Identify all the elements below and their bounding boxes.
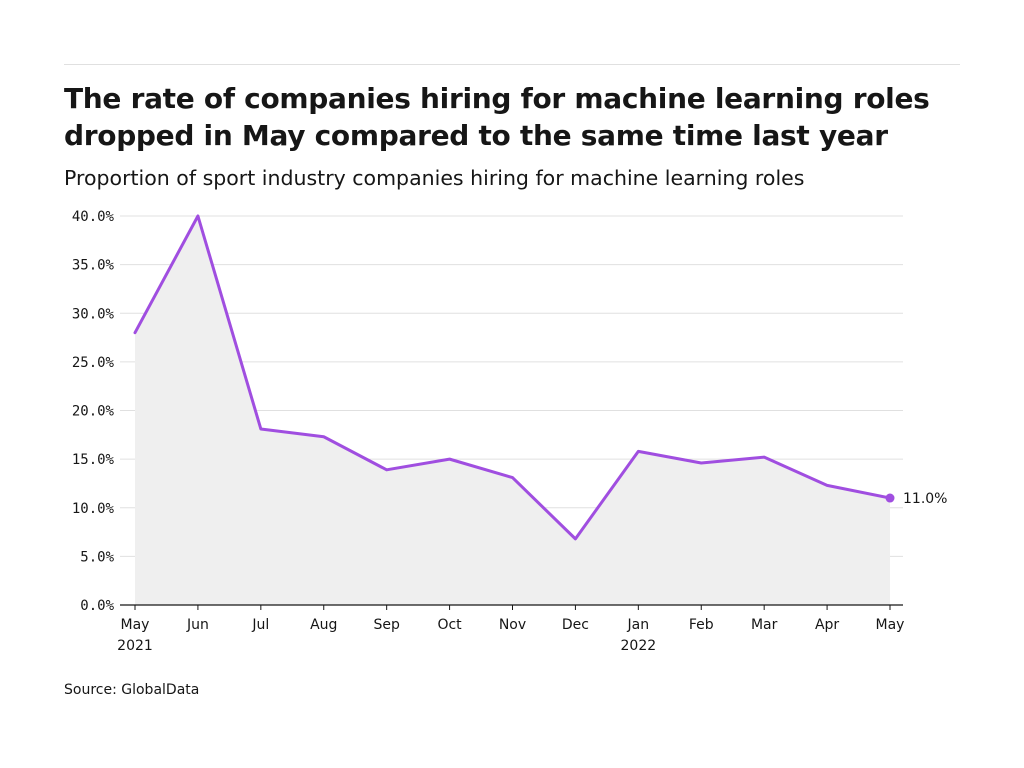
- y-tick-label: 30.0%: [72, 306, 115, 322]
- y-axis-ticks: 0.0% 5.0% 10.0% 15.0% 20.0% 25.0% 30.0% 35.0% 40…: [72, 209, 115, 614]
- y-tick-label: 40.0%: [72, 209, 115, 225]
- x-tick-label: Mar: [751, 617, 778, 633]
- x-tick-year-label: 2022: [621, 638, 657, 654]
- y-tick-label: 15.0%: [72, 452, 115, 468]
- x-tick-label: Jan: [627, 617, 650, 633]
- series-line-layer: [133, 214, 892, 541]
- x-tick-label: Nov: [499, 617, 526, 633]
- y-tick-label: 0.0%: [80, 598, 114, 614]
- x-tick-label: Apr: [815, 617, 839, 633]
- x-tick-label: Oct: [437, 617, 462, 633]
- y-tick-label: 25.0%: [72, 355, 115, 371]
- x-tick-label: Dec: [562, 617, 589, 633]
- x-tick-label: May: [121, 617, 150, 633]
- source-note: Source: GlobalData: [64, 682, 200, 698]
- x-tick-label: Jul: [251, 617, 269, 633]
- y-tick-label: 35.0%: [72, 258, 115, 274]
- top-rule: [64, 64, 960, 65]
- x-axis-ticks: May 2021 Jun Jul Aug Sep Oct Nov Dec Jan 2022 Feb Ma…: [117, 605, 904, 654]
- chart-title: The rate of companies hiring for machine…: [64, 82, 930, 152]
- end-point-marker: [885, 493, 895, 503]
- area-fill-layer: [135, 216, 890, 605]
- y-tick-label: 5.0%: [80, 549, 114, 565]
- x-tick-label: Feb: [689, 617, 714, 633]
- x-tick-label: Aug: [310, 617, 337, 633]
- end-annotation: 11.0%: [885, 491, 947, 507]
- series-line: [133, 214, 892, 541]
- y-tick-label: 20.0%: [72, 404, 115, 420]
- end-value-label: 11.0%: [903, 491, 947, 507]
- y-tick-label: 10.0%: [72, 501, 115, 517]
- x-tick-label: Jun: [186, 617, 209, 633]
- x-tick-label: May: [876, 617, 905, 633]
- x-tick-year-label: 2021: [117, 638, 153, 654]
- area-fill: [135, 216, 890, 605]
- chart-subtitle: Proportion of sport industry companies h…: [64, 166, 805, 190]
- x-tick-label: Sep: [373, 617, 400, 633]
